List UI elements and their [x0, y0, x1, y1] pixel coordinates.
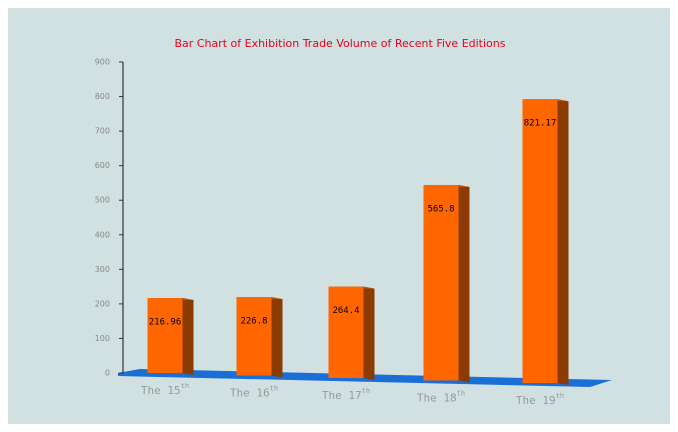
- x-tick-text: The 17: [322, 389, 362, 402]
- x-tick-label: The 16th: [230, 385, 278, 400]
- x-tick-text: The 16: [230, 387, 270, 400]
- x-tick-text: The 18: [417, 392, 457, 405]
- y-tick-label: 800: [95, 92, 110, 101]
- y-tick-label: 300: [95, 265, 110, 274]
- y-tick-label: 400: [95, 230, 110, 239]
- bar: [423, 184, 459, 381]
- bar-side: [363, 286, 375, 380]
- y-tick-label: 0: [105, 369, 110, 378]
- y-tick-label: 900: [95, 58, 110, 67]
- bar-side: [182, 298, 194, 375]
- y-tick-label: 200: [95, 299, 110, 308]
- y-tick-label: 500: [95, 196, 110, 205]
- x-tick-text: The 19: [516, 394, 556, 407]
- x-tick-label: The 18th: [417, 390, 465, 405]
- x-tick-label: The 19th: [516, 392, 564, 407]
- y-tick-label: 700: [95, 127, 110, 136]
- x-tick-suffix: th: [181, 382, 189, 390]
- x-tick-label: The 15th: [141, 382, 189, 397]
- x-tick-suffix: th: [457, 390, 465, 398]
- y-tick-label: 100: [95, 334, 110, 343]
- bar: [522, 99, 558, 383]
- bar: [328, 286, 364, 378]
- x-tick-suffix: th: [556, 392, 564, 400]
- x-tick-text: The 15: [141, 384, 181, 397]
- value-label: 226.8: [240, 317, 267, 327]
- x-tick-label: The 17th: [322, 387, 370, 402]
- value-label: 821.17: [524, 119, 557, 129]
- y-tick-label: 600: [95, 161, 110, 170]
- value-label: 216.96: [149, 318, 182, 328]
- value-label: 264.4: [332, 306, 359, 316]
- bar: [147, 298, 183, 373]
- chart-title: Bar Chart of Exhibition Trade Volume of …: [174, 37, 505, 50]
- bar-side: [557, 99, 569, 385]
- bar-side: [458, 184, 470, 383]
- bar-side: [271, 297, 283, 378]
- x-tick-suffix: th: [362, 387, 370, 395]
- x-tick-suffix: th: [270, 385, 278, 393]
- value-label: 565.8: [427, 204, 454, 214]
- bar: [236, 297, 272, 376]
